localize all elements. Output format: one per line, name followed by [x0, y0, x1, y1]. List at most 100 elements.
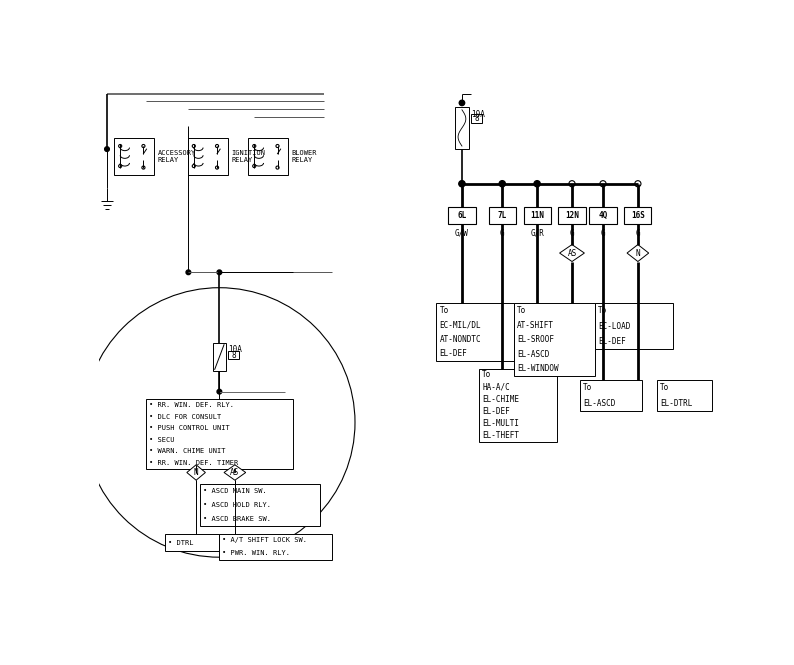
Text: EL-DTRL: EL-DTRL — [661, 399, 692, 408]
Circle shape — [634, 181, 641, 187]
Text: 12N: 12N — [565, 211, 579, 220]
Text: • ASCD HOLD RLY.: • ASCD HOLD RLY. — [203, 502, 271, 508]
FancyBboxPatch shape — [437, 303, 514, 361]
Text: EL-THEFT: EL-THEFT — [482, 431, 519, 440]
Text: IGNITION
RELAY: IGNITION RELAY — [231, 150, 265, 164]
Text: AS: AS — [568, 249, 576, 257]
Text: EC-MIL/DL: EC-MIL/DL — [439, 321, 481, 329]
Text: EL-ASCD: EL-ASCD — [517, 350, 549, 359]
FancyBboxPatch shape — [449, 207, 476, 224]
Circle shape — [215, 166, 218, 169]
Text: 8: 8 — [231, 350, 236, 360]
Text: To: To — [482, 370, 491, 379]
Circle shape — [233, 470, 237, 475]
FancyBboxPatch shape — [219, 534, 332, 559]
FancyBboxPatch shape — [228, 351, 239, 359]
Text: EL-SROOF: EL-SROOF — [517, 335, 554, 344]
Circle shape — [217, 270, 222, 275]
Text: • SECU: • SECU — [148, 437, 175, 443]
Circle shape — [118, 144, 121, 148]
FancyBboxPatch shape — [596, 303, 673, 349]
Text: To: To — [661, 383, 669, 392]
Circle shape — [600, 181, 606, 187]
FancyBboxPatch shape — [558, 207, 585, 224]
FancyBboxPatch shape — [114, 138, 154, 176]
FancyBboxPatch shape — [472, 114, 482, 123]
Circle shape — [142, 166, 145, 169]
Polygon shape — [224, 465, 245, 480]
FancyBboxPatch shape — [455, 107, 469, 149]
Text: 4Q: 4Q — [599, 211, 607, 220]
Text: EL-DEF: EL-DEF — [599, 337, 626, 346]
Text: AT-NONDTC: AT-NONDTC — [439, 334, 481, 344]
Text: G: G — [500, 229, 504, 237]
Circle shape — [144, 147, 148, 151]
Text: N: N — [635, 249, 640, 257]
Text: ACCESSORY
RELAY: ACCESSORY RELAY — [157, 150, 195, 164]
Text: 6L: 6L — [457, 211, 467, 220]
Circle shape — [569, 181, 575, 187]
Text: 16S: 16S — [631, 211, 645, 220]
Text: G: G — [601, 229, 605, 237]
Text: • ASCD BRAKE SW.: • ASCD BRAKE SW. — [203, 516, 271, 522]
Text: 11N: 11N — [530, 211, 544, 220]
FancyBboxPatch shape — [657, 380, 711, 411]
Text: EL-DEF: EL-DEF — [482, 407, 510, 416]
FancyBboxPatch shape — [213, 343, 225, 371]
Text: • ASCD MAIN SW.: • ASCD MAIN SW. — [203, 488, 267, 494]
Text: G: G — [569, 229, 574, 237]
Text: • RR. WIN. DEF. TIMER: • RR. WIN. DEF. TIMER — [148, 460, 238, 466]
Text: AS: AS — [230, 468, 240, 477]
Circle shape — [192, 144, 195, 148]
Text: To: To — [599, 307, 607, 315]
Polygon shape — [627, 245, 649, 261]
Text: 8: 8 — [474, 114, 479, 123]
Circle shape — [459, 181, 465, 187]
Circle shape — [459, 100, 464, 106]
Polygon shape — [560, 245, 584, 261]
Text: 10A: 10A — [472, 110, 485, 119]
Circle shape — [252, 164, 256, 168]
FancyBboxPatch shape — [580, 380, 642, 411]
FancyBboxPatch shape — [479, 368, 557, 442]
Text: G/W: G/W — [455, 229, 469, 237]
Text: G: G — [635, 229, 640, 237]
Text: To: To — [517, 306, 526, 315]
Text: EL-CHIME: EL-CHIME — [482, 394, 519, 404]
Circle shape — [105, 147, 110, 152]
FancyBboxPatch shape — [165, 534, 219, 551]
FancyBboxPatch shape — [523, 207, 551, 224]
Circle shape — [276, 166, 279, 169]
Text: • WARN. CHIME UNIT: • WARN. CHIME UNIT — [148, 448, 225, 454]
Circle shape — [215, 144, 218, 148]
Text: EL-ASCD: EL-ASCD — [583, 399, 615, 408]
Text: EL-WINDOW: EL-WINDOW — [517, 364, 559, 374]
Circle shape — [499, 181, 505, 187]
Text: To: To — [439, 306, 449, 315]
Text: • DLC FOR CONSULT: • DLC FOR CONSULT — [148, 414, 221, 420]
Circle shape — [276, 144, 279, 148]
Text: 7L: 7L — [498, 211, 507, 220]
FancyBboxPatch shape — [248, 138, 288, 176]
Text: • PUSH CONTROL UNIT: • PUSH CONTROL UNIT — [148, 425, 229, 431]
Text: HA-A/C: HA-A/C — [482, 382, 510, 391]
Text: EC-LOAD: EC-LOAD — [599, 322, 630, 331]
FancyBboxPatch shape — [200, 484, 320, 527]
Text: N: N — [194, 468, 198, 477]
Circle shape — [192, 164, 195, 168]
Circle shape — [534, 181, 540, 187]
Circle shape — [217, 389, 222, 394]
Text: • RR. WIN. DEF. RLY.: • RR. WIN. DEF. RLY. — [148, 402, 234, 408]
Text: EL-DEF: EL-DEF — [439, 349, 467, 358]
Text: BLOWER
RELAY: BLOWER RELAY — [291, 150, 317, 164]
Text: 10A: 10A — [228, 344, 242, 354]
Circle shape — [142, 144, 145, 148]
Circle shape — [118, 164, 121, 168]
Circle shape — [186, 270, 191, 275]
Text: G/R: G/R — [530, 229, 544, 237]
Text: EL-MULTI: EL-MULTI — [482, 419, 519, 428]
Text: • A/T SHIFT LOCK SW.: • A/T SHIFT LOCK SW. — [222, 537, 307, 543]
FancyBboxPatch shape — [514, 303, 596, 376]
FancyBboxPatch shape — [187, 138, 228, 176]
Polygon shape — [187, 465, 206, 480]
